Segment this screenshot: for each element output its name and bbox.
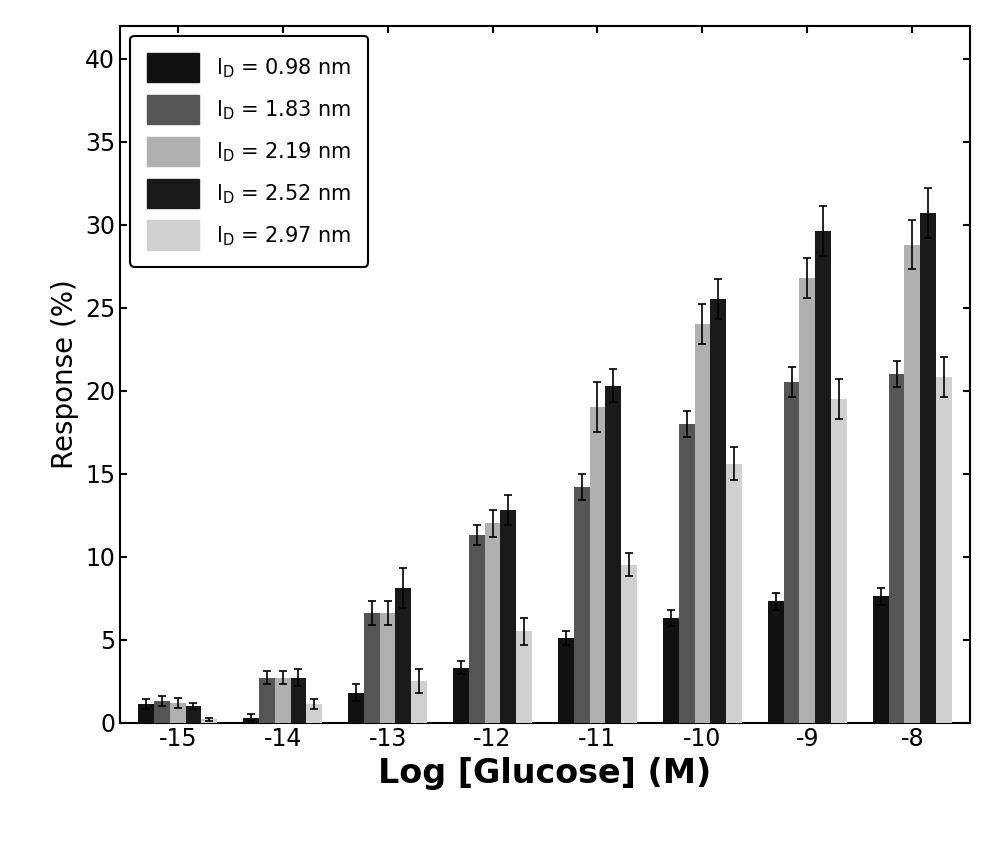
Bar <box>243 717 259 722</box>
Bar <box>873 597 889 722</box>
Bar <box>799 278 815 722</box>
Bar <box>726 463 742 722</box>
Bar <box>710 299 726 722</box>
Bar <box>768 601 784 722</box>
Bar <box>154 701 170 722</box>
Bar <box>201 719 217 722</box>
Bar <box>920 213 936 722</box>
Bar <box>500 510 516 722</box>
X-axis label: Log [Glucose] (M): Log [Glucose] (M) <box>378 756 712 790</box>
Bar <box>663 618 679 722</box>
Bar <box>574 487 590 722</box>
Legend: l$_\mathrm{D}$ = 0.98 nm, l$_\mathrm{D}$ = 1.83 nm, l$_\mathrm{D}$ = 2.19 nm, l$: l$_\mathrm{D}$ = 0.98 nm, l$_\mathrm{D}$… <box>130 36 368 267</box>
Bar <box>411 681 427 722</box>
Bar <box>170 703 186 722</box>
Bar <box>469 535 485 722</box>
Bar <box>259 677 275 722</box>
Bar <box>380 613 395 722</box>
Bar <box>306 705 322 722</box>
Bar <box>453 668 469 722</box>
Bar <box>621 565 637 722</box>
Bar <box>831 399 847 722</box>
Bar <box>889 374 904 722</box>
Bar <box>936 377 952 722</box>
Bar <box>784 382 799 722</box>
Bar <box>291 677 306 722</box>
Bar <box>695 324 710 722</box>
Bar <box>348 693 364 722</box>
Bar <box>516 632 532 722</box>
Bar <box>138 705 154 722</box>
Bar <box>186 706 201 722</box>
Bar <box>275 677 291 722</box>
Y-axis label: Response (%): Response (%) <box>51 279 79 469</box>
Bar <box>679 424 695 722</box>
Bar <box>485 524 500 722</box>
Bar <box>815 231 831 722</box>
Bar <box>364 613 380 722</box>
Bar <box>558 638 574 722</box>
Bar <box>605 386 621 722</box>
Bar <box>395 588 411 722</box>
Bar <box>590 407 605 722</box>
Bar <box>904 245 920 722</box>
